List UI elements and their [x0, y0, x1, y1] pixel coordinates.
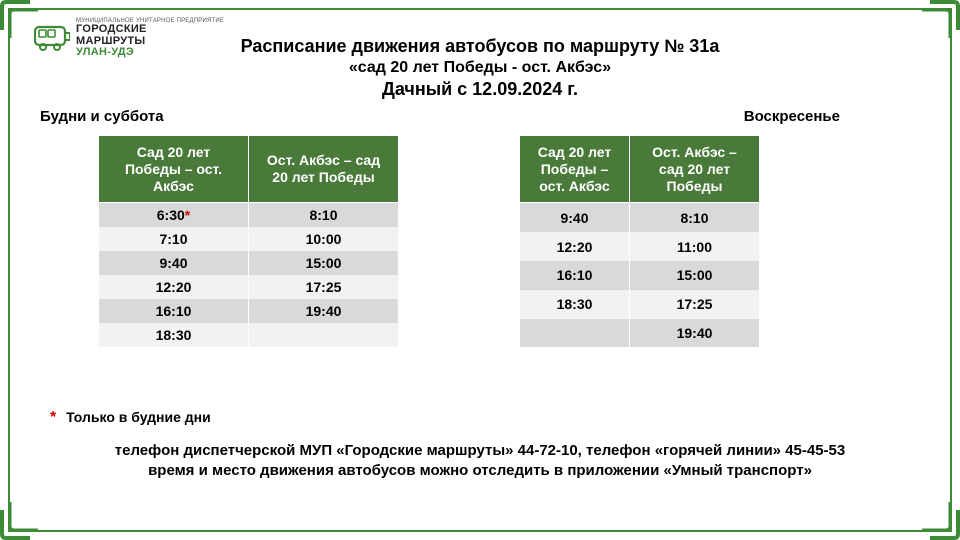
footer-line-1: телефон диспетчерской МУП «Городские мар…: [40, 441, 920, 461]
sunday-col-2-header: Ост. Акбэс – сад 20 лет Победы: [630, 136, 760, 203]
weekday-tbody: 6:30*8:107:1010:009:4015:0012:2017:2516:…: [99, 203, 399, 348]
time-cell: 10:00: [249, 227, 399, 251]
table-row: 16:1019:40: [99, 299, 399, 323]
time-cell: 19:40: [249, 299, 399, 323]
weekday-table: Сад 20 лет Победы – ост. Акбэс Ост. Акбэ…: [98, 135, 399, 347]
time-cell: 17:25: [630, 290, 760, 319]
footer: телефон диспетчерской МУП «Городские мар…: [40, 441, 920, 480]
table-row: 16:1015:00: [520, 261, 760, 290]
time-cell: 18:30: [520, 290, 630, 319]
time-cell: 16:10: [99, 299, 249, 323]
tables-row: Сад 20 лет Победы – ост. Акбэс Ост. Акбэ…: [40, 135, 920, 347]
time-cell: 16:10: [520, 261, 630, 290]
page-effective-date: Дачный с 12.09.2024 г.: [40, 79, 920, 100]
footnote-marker: *: [50, 409, 56, 426]
bus-icon: [34, 23, 70, 53]
time-cell: 7:10: [99, 227, 249, 251]
page-subtitle: «сад 20 лет Победы - ост. Акбэс»: [40, 59, 920, 77]
time-cell: 8:10: [249, 203, 399, 228]
table-row: 9:4015:00: [99, 251, 399, 275]
sunday-table: Сад 20 лет Победы – ост. Акбэс Ост. Акбэ…: [519, 135, 760, 347]
table-row: 18:30: [99, 323, 399, 347]
weekday-label: Будни и суббота: [40, 108, 164, 125]
time-cell: [249, 323, 399, 347]
time-cell: [520, 319, 630, 348]
section-labels: Будни и суббота Воскресенье: [40, 108, 920, 125]
time-cell: 12:20: [99, 275, 249, 299]
table-row: 9:408:10: [520, 203, 760, 232]
time-cell: 9:40: [99, 251, 249, 275]
time-cell: 18:30: [99, 323, 249, 347]
footnote-text: Только в будние дни: [66, 409, 211, 425]
table-row: 19:40: [520, 319, 760, 348]
sunday-col-1-header: Сад 20 лет Победы – ост. Акбэс: [520, 136, 630, 203]
time-cell: 9:40: [520, 203, 630, 232]
time-cell: 15:00: [249, 251, 399, 275]
weekday-col-1-header: Сад 20 лет Победы – ост. Акбэс: [99, 136, 249, 203]
time-cell: 8:10: [630, 203, 760, 232]
logo: МУНИЦИПАЛЬНОЕ УНИТАРНОЕ ПРЕДПРИЯТИЕ ГОРО…: [34, 18, 224, 59]
time-cell: 15:00: [630, 261, 760, 290]
time-cell: 17:25: [249, 275, 399, 299]
logo-text: МУНИЦИПАЛЬНОЕ УНИТАРНОЕ ПРЕДПРИЯТИЕ ГОРО…: [76, 18, 224, 59]
footnote: * Только в будние дни: [40, 409, 920, 427]
time-cell: 11:00: [630, 232, 760, 261]
table-row: 12:2017:25: [99, 275, 399, 299]
time-cell: 12:20: [520, 232, 630, 261]
time-cell: 6:30*: [99, 203, 249, 228]
table-row: 12:2011:00: [520, 232, 760, 261]
logo-line3: УЛАН-УДЭ: [76, 47, 224, 59]
table-row: 7:1010:00: [99, 227, 399, 251]
table-row: 6:30*8:10: [99, 203, 399, 228]
weekday-col-2-header: Ост. Акбэс – сад 20 лет Победы: [249, 136, 399, 203]
asterisk-icon: *: [185, 207, 190, 223]
page-content: МУНИЦИПАЛЬНОЕ УНИТАРНОЕ ПРЕДПРИЯТИЕ ГОРО…: [12, 12, 948, 528]
time-cell: 19:40: [630, 319, 760, 348]
table-row: 18:3017:25: [520, 290, 760, 319]
footer-line-2: время и место движения автобусов можно о…: [40, 461, 920, 481]
sunday-label: Воскресенье: [744, 108, 840, 125]
sunday-tbody: 9:408:1012:2011:0016:1015:0018:3017:2519…: [520, 203, 760, 348]
